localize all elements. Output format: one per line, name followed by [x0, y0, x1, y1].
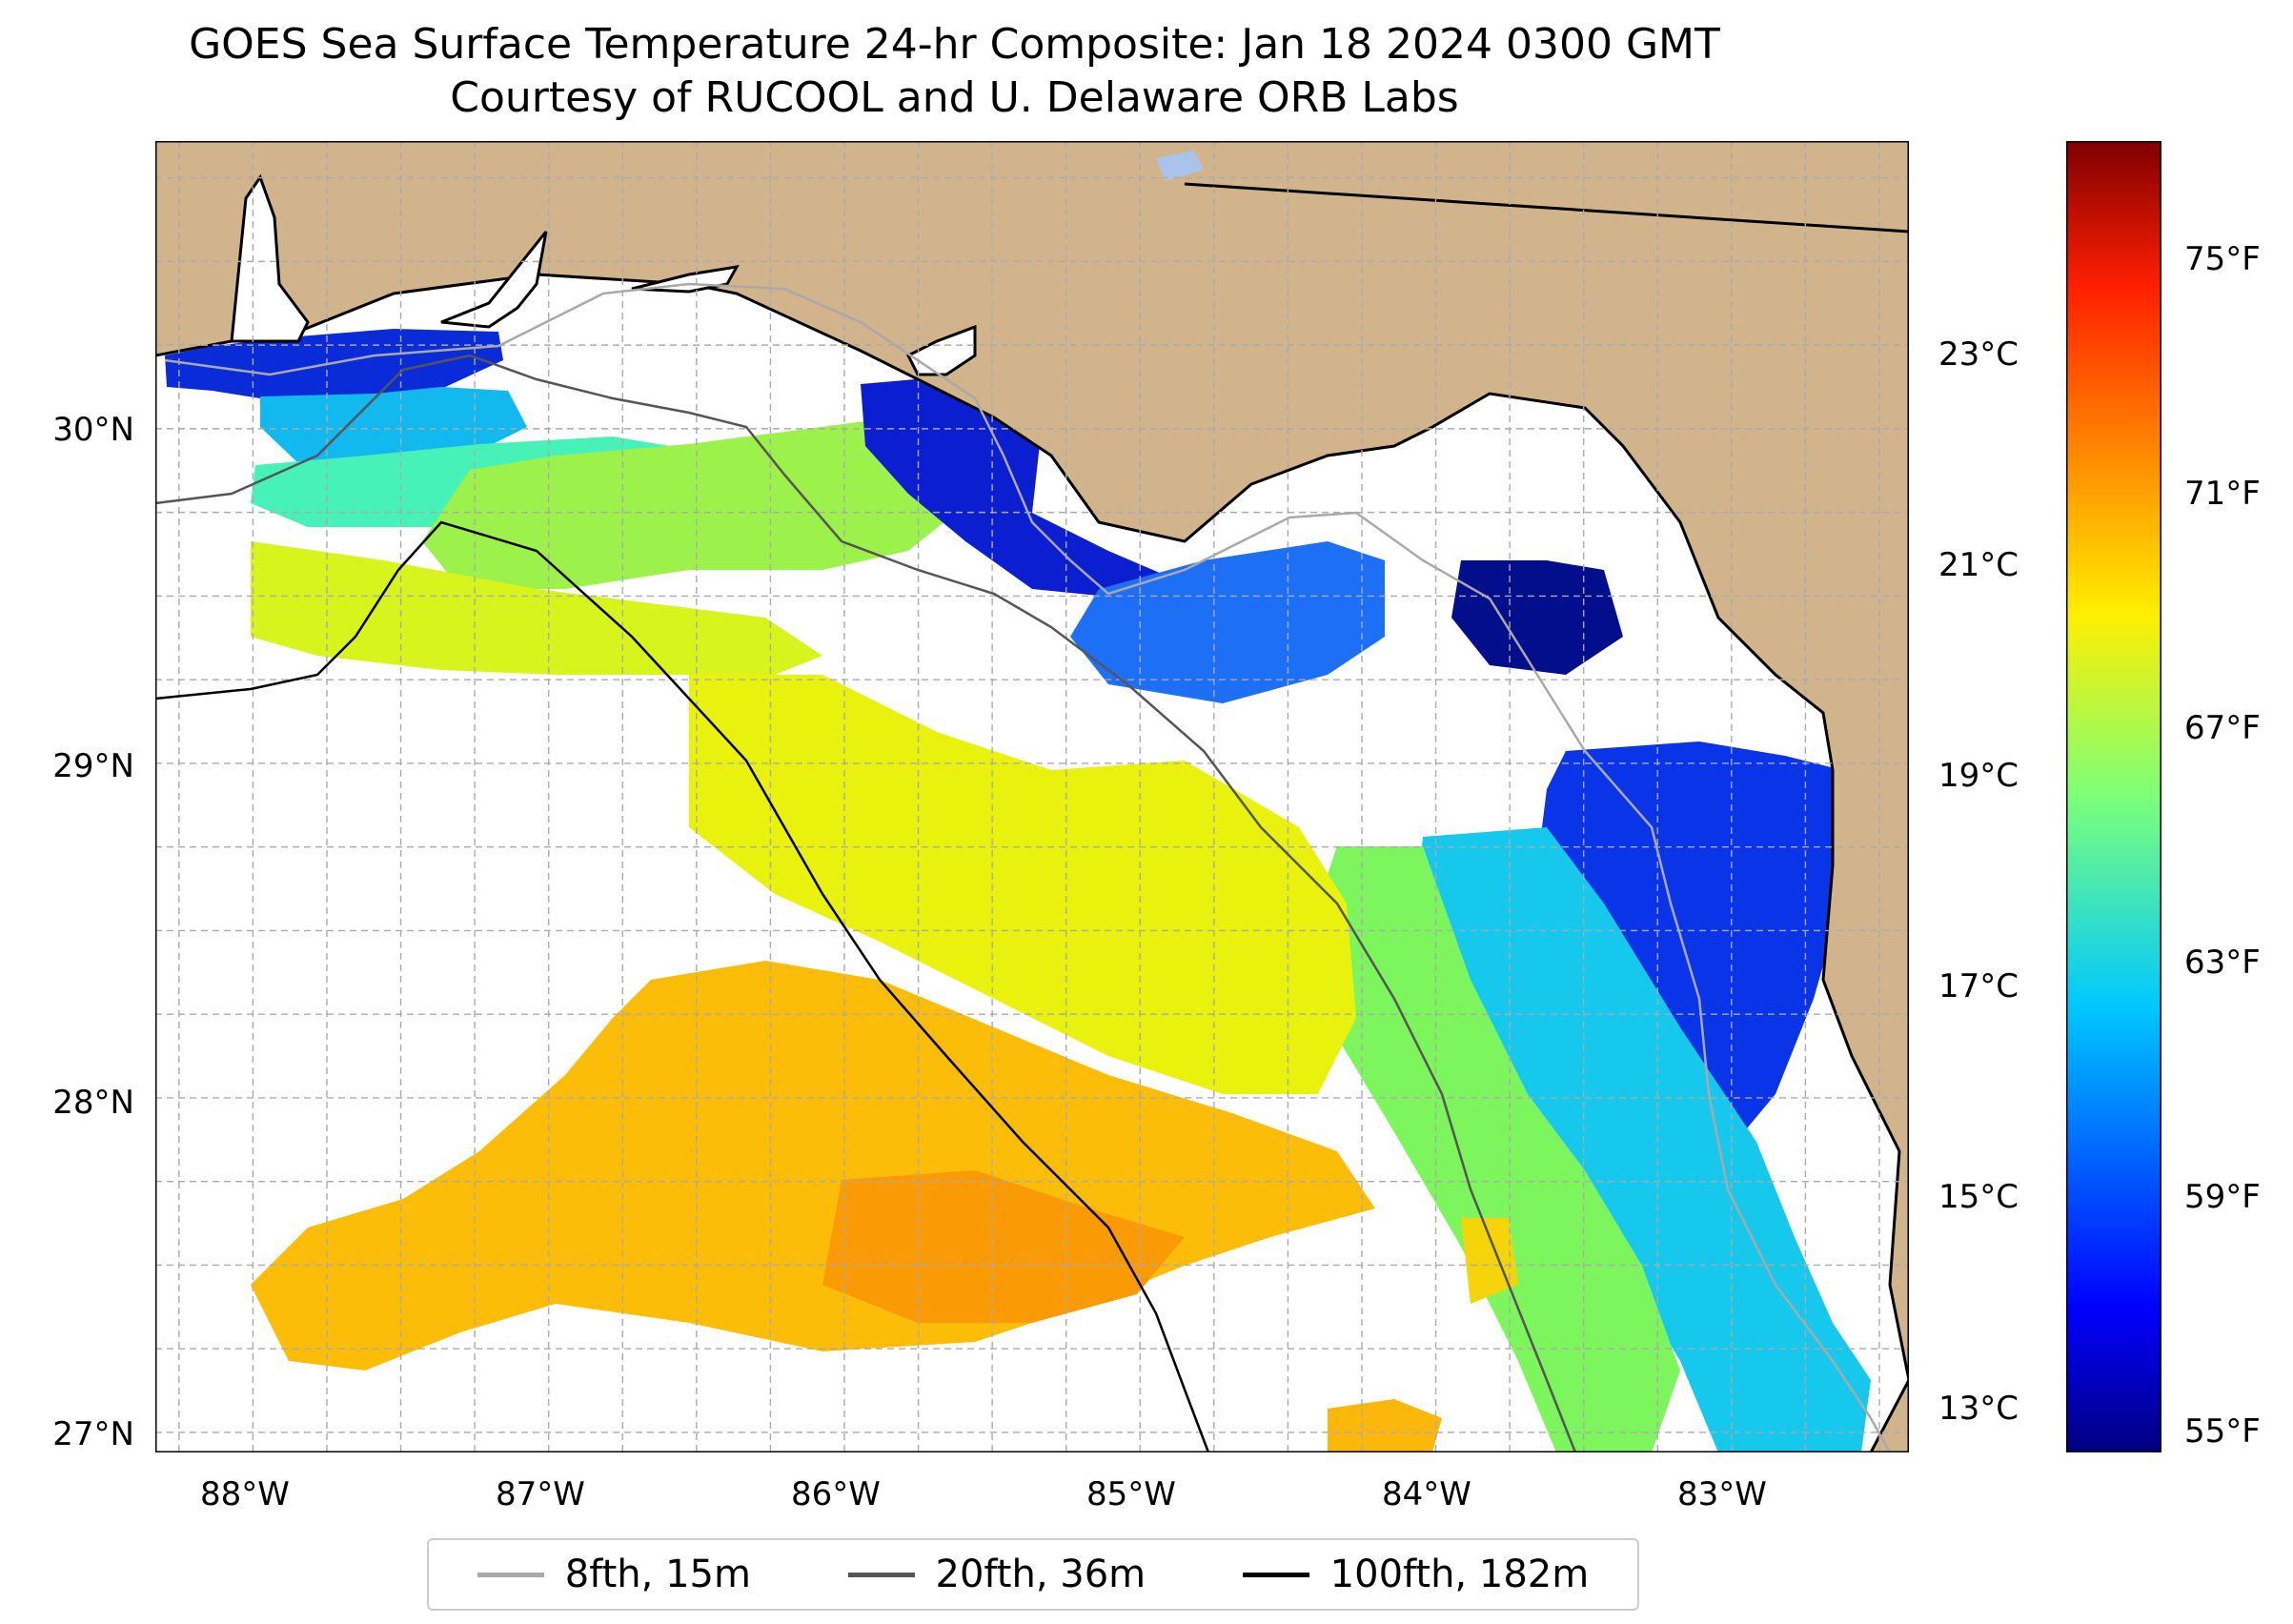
temperature-colorbar	[2066, 141, 2161, 1452]
legend-swatch-8fth	[477, 1572, 544, 1577]
sst-patch-central-yellow	[689, 675, 1356, 1094]
lon-tick-label-86: 86°W	[791, 1475, 881, 1513]
colorbar-fahrenheit-tick-75: 75°F	[2184, 240, 2261, 278]
isobath-100fth	[155, 520, 1210, 1452]
legend-swatch-100fth	[1242, 1572, 1309, 1577]
isobath-legend: 8fth, 15m 20fth, 36m 100fth, 182m	[427, 1538, 1639, 1611]
sst-patch-cold-west	[165, 329, 503, 403]
legend-item-100fth: 100fth, 182m	[1242, 1553, 1590, 1596]
lat-tick-label-30: 30°N	[52, 411, 134, 449]
colorbar-fahrenheit-tick-71: 71°F	[2184, 475, 2261, 513]
legend-item-20fth: 20fth, 36m	[847, 1553, 1146, 1596]
sst-map	[155, 141, 1909, 1452]
lat-tick-label-27: 27°N	[52, 1415, 134, 1453]
lon-tick-label-84: 84°W	[1382, 1475, 1471, 1513]
colorbar-fahrenheit-tick-63: 63°F	[2184, 944, 2261, 982]
legend-label-8fth: 8fth, 15m	[564, 1553, 751, 1596]
colorbar-celsius-tick-17: 17°C	[1938, 967, 2019, 1005]
lon-tick-label-87: 87°W	[496, 1475, 585, 1513]
sst-patch-cedarkey-cold	[1451, 560, 1623, 675]
colorbar-celsius-tick-13: 13°C	[1938, 1390, 2019, 1428]
sst-patch-south-warm	[1328, 1399, 1442, 1452]
colorbar-celsius-tick-23: 23°C	[1938, 335, 2019, 374]
isobath-layer	[155, 282, 1892, 1452]
lon-tick-label-83: 83°W	[1677, 1475, 1767, 1513]
sst-patch-warm-orange-core	[822, 1170, 1185, 1323]
colorbar-celsius-tick-21: 21°C	[1938, 546, 2019, 584]
isobath-20fth	[155, 354, 1577, 1452]
isobath-8fth	[164, 282, 1892, 1452]
sst-patch-yellowgreen-band	[251, 541, 822, 675]
sst-patch-green-central	[422, 419, 956, 589]
colorbar-fahrenheit-tick-67: 67°F	[2184, 709, 2261, 747]
legend-label-100fth: 100fth, 182m	[1329, 1553, 1590, 1596]
legend-item-8fth: 8fth, 15m	[477, 1553, 751, 1596]
map-gridlines	[155, 141, 1909, 1452]
legend-label-20fth: 20fth, 36m	[935, 1553, 1146, 1596]
lon-tick-label-85: 85°W	[1086, 1475, 1176, 1513]
sst-patch-tampa-cyan	[1413, 827, 1871, 1452]
lat-tick-label-28: 28°N	[52, 1084, 134, 1122]
inland-lake	[1156, 151, 1204, 181]
colorbar-celsius-tick-19: 19°C	[1938, 757, 2019, 795]
state-border	[1184, 182, 1909, 233]
colorbar-celsius-tick-15: 15°C	[1938, 1178, 2019, 1216]
mobile-bay	[230, 173, 310, 343]
lon-tick-label-88: 88°W	[200, 1475, 290, 1513]
colorbar-gradient	[2066, 141, 2161, 1452]
map-title: GOES Sea Surface Temperature 24-hr Compo…	[189, 20, 1720, 69]
sst-patch-tampa-gradient-blue	[1537, 741, 1852, 1151]
colorbar-fahrenheit-tick-59: 59°F	[2184, 1178, 2261, 1216]
lat-tick-label-29: 29°N	[52, 747, 134, 785]
colorbar-fahrenheit-tick-55: 55°F	[2184, 1412, 2261, 1451]
pensacola-bay	[440, 231, 548, 329]
legend-swatch-20fth	[847, 1572, 915, 1577]
map-subtitle: Courtesy of RUCOOL and U. Delaware ORB L…	[450, 73, 1459, 122]
sst-patch-south-yellow	[1461, 1218, 1518, 1304]
